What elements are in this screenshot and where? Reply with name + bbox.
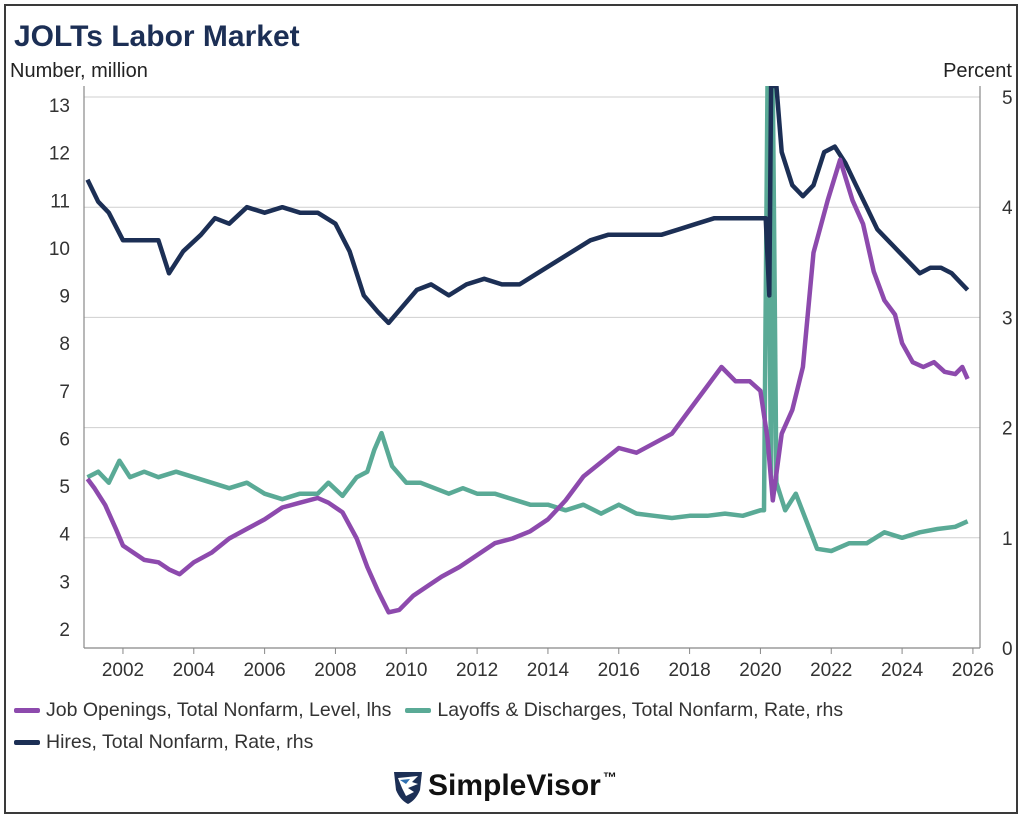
- x-tick-label: 2008: [314, 660, 356, 681]
- legend-label-layoffs: Layoffs & Discharges, Total Nonfarm, Rat…: [437, 698, 844, 721]
- left-tick-label: 8: [59, 334, 70, 355]
- left-tick-label: 4: [59, 525, 70, 546]
- x-tick-label: 2018: [668, 660, 710, 681]
- left-tick-label: 2: [59, 620, 70, 641]
- hires-line: [85, 86, 970, 326]
- x-tick-label: 2014: [527, 660, 570, 681]
- left-tick-label: 6: [59, 429, 70, 450]
- right-axis-label: Percent: [943, 60, 1012, 82]
- left-tick-label: 13: [49, 96, 70, 117]
- left-tick-label: 12: [49, 144, 70, 165]
- x-tick-label: 2004: [173, 660, 216, 681]
- x-tick-label: 2006: [243, 660, 285, 681]
- eagle-shield-logo-icon: [394, 772, 422, 804]
- legend-label-hires: Hires, Total Nonfarm, Rate, rhs: [46, 730, 314, 753]
- x-tick-label: 2016: [598, 660, 640, 681]
- left-tick-label: 5: [59, 477, 70, 498]
- left-tick-label: 10: [49, 239, 70, 260]
- chart-legend: Job Openings, Total Nonfarm, Level, lhs …: [14, 694, 1004, 758]
- legend-item-layoffs: Layoffs & Discharges, Total Nonfarm, Rat…: [405, 699, 843, 722]
- left-axis-label: Number, million: [10, 60, 148, 82]
- chart-frame: [4, 4, 1018, 814]
- legend-item-openings: Job Openings, Total Nonfarm, Level, lhs: [14, 699, 391, 722]
- legend-swatch-layoffs: [405, 707, 432, 713]
- brand-logo: SimpleVisor ™: [388, 766, 617, 806]
- x-tick-label: 2002: [102, 660, 144, 681]
- legend-item-hires: Hires, Total Nonfarm, Rate, rhs: [14, 731, 313, 754]
- x-tick-label: 2010: [385, 660, 427, 681]
- brand-name: SimpleVisor ™: [428, 769, 617, 802]
- left-tick-label: 7: [59, 382, 70, 403]
- x-tick-label: 2022: [810, 660, 852, 681]
- left-tick-label: 11: [50, 191, 70, 212]
- right-tick-label: 4: [1002, 198, 1013, 219]
- layoffs-line: [86, 86, 969, 554]
- right-tick-label: 1: [1002, 529, 1013, 550]
- job-openings-line: [85, 157, 970, 615]
- right-tick-label: 3: [1002, 308, 1013, 329]
- x-tick-label: 2026: [952, 660, 994, 681]
- legend-swatch-openings: [14, 707, 40, 713]
- left-tick-label: 9: [59, 287, 70, 308]
- left-tick-label: 3: [59, 572, 70, 593]
- right-tick-label: 2: [1002, 419, 1013, 440]
- chart-title: JOLTs Labor Market: [14, 20, 300, 53]
- x-tick-label: 2024: [881, 660, 924, 681]
- right-tick-label: 5: [1002, 88, 1013, 109]
- right-tick-label: 0: [1002, 639, 1013, 660]
- legend-swatch-hires: [14, 739, 40, 745]
- x-tick-label: 2020: [739, 660, 781, 681]
- legend-label-openings: Job Openings, Total Nonfarm, Level, lhs: [46, 698, 392, 721]
- x-tick-label: 2012: [456, 660, 498, 681]
